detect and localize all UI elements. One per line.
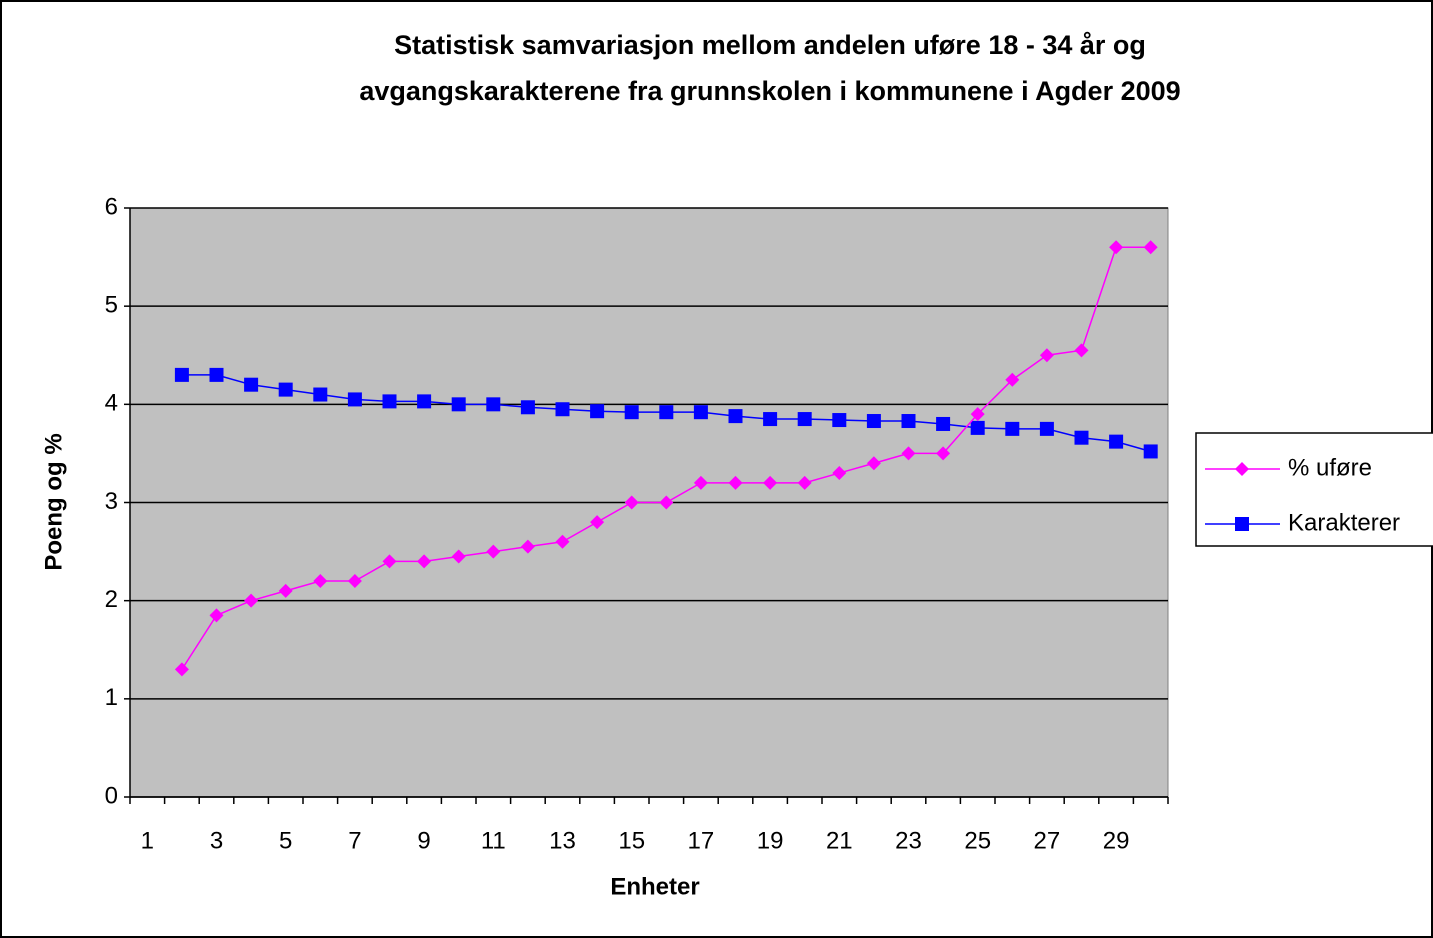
- y-tick-label: 3: [105, 488, 118, 515]
- x-tick-label: 11: [481, 827, 506, 854]
- x-tick-label: 29: [1103, 827, 1130, 854]
- chart-title: Statistisk samvariasjon mellom andelen u…: [394, 30, 1146, 60]
- data-point: [866, 456, 881, 471]
- data-point: [1039, 348, 1054, 363]
- x-tick-label: 3: [210, 827, 223, 854]
- x-axis-title: Enheter: [610, 873, 699, 900]
- x-tick-label: 15: [618, 827, 645, 854]
- data-point: [1005, 421, 1020, 436]
- data-point: [936, 416, 951, 431]
- data-point: [486, 544, 501, 559]
- chart-title: avgangskarakterene fra grunnskolen i kom…: [359, 76, 1180, 106]
- x-tick-label: 19: [757, 827, 784, 854]
- data-point: [728, 475, 743, 490]
- data-point: [174, 367, 189, 382]
- y-tick-label: 4: [105, 390, 118, 417]
- data-point: [244, 593, 259, 608]
- legend-marker: [1235, 462, 1249, 476]
- data-point: [797, 475, 812, 490]
- data-point: [520, 539, 535, 554]
- data-point: [797, 412, 812, 427]
- data-point: [1143, 240, 1158, 255]
- data-point: [451, 397, 466, 412]
- y-tick-label: 2: [105, 586, 118, 613]
- y-tick-label: 5: [105, 292, 118, 319]
- data-point: [728, 409, 743, 424]
- x-tick-label: 1: [141, 827, 154, 854]
- data-point: [382, 394, 397, 409]
- data-point: [347, 574, 362, 589]
- data-point: [1109, 434, 1124, 449]
- data-point: [209, 608, 224, 623]
- data-point: [832, 413, 847, 428]
- data-point: [659, 495, 674, 510]
- data-point: [278, 382, 293, 397]
- data-point: [590, 515, 605, 530]
- data-point: [659, 405, 674, 420]
- x-tick-label: 27: [1034, 827, 1061, 854]
- data-point: [417, 554, 432, 569]
- x-tick-label: 23: [895, 827, 922, 854]
- data-point: [693, 405, 708, 420]
- x-tick-label: 17: [688, 827, 715, 854]
- x-tick-label: 13: [549, 827, 576, 854]
- data-point: [866, 414, 881, 429]
- data-point: [209, 367, 224, 382]
- data-point: [1109, 240, 1124, 255]
- data-point: [1039, 421, 1054, 436]
- legend-marker: [1235, 517, 1249, 531]
- data-point: [970, 420, 985, 435]
- legend-label: % uføre: [1288, 454, 1372, 481]
- y-tick-label: 6: [105, 193, 118, 220]
- data-point: [244, 377, 259, 392]
- data-point: [417, 394, 432, 409]
- data-point: [278, 583, 293, 598]
- x-tick-label: 25: [964, 827, 991, 854]
- data-point: [590, 404, 605, 419]
- data-point: [520, 400, 535, 415]
- data-point: [936, 446, 951, 461]
- y-tick-label: 0: [105, 782, 118, 809]
- y-tick-label: 1: [105, 684, 118, 711]
- x-tick-label: 21: [826, 827, 853, 854]
- data-point: [693, 475, 708, 490]
- data-point: [901, 414, 916, 429]
- data-point: [313, 574, 328, 589]
- data-point: [313, 387, 328, 402]
- data-point: [624, 495, 639, 510]
- data-point: [624, 405, 639, 420]
- x-tick-label: 5: [279, 827, 292, 854]
- legend-label: Karakterer: [1288, 509, 1400, 536]
- data-point: [1143, 444, 1158, 459]
- data-point: [970, 407, 985, 422]
- data-point: [451, 549, 466, 564]
- data-point: [382, 554, 397, 569]
- data-point: [174, 662, 189, 677]
- data-point: [486, 397, 501, 412]
- x-tick-label: 9: [417, 827, 430, 854]
- data-point: [832, 466, 847, 481]
- data-point: [1074, 343, 1089, 358]
- data-point: [1074, 430, 1089, 445]
- y-axis-title: Poeng og %: [40, 433, 67, 570]
- data-point: [555, 402, 570, 417]
- data-point: [347, 392, 362, 407]
- data-point: [555, 534, 570, 549]
- data-point: [901, 446, 916, 461]
- data-point: [763, 412, 778, 427]
- x-tick-label: 7: [348, 827, 361, 854]
- data-point: [1005, 372, 1020, 387]
- data-point: [763, 475, 778, 490]
